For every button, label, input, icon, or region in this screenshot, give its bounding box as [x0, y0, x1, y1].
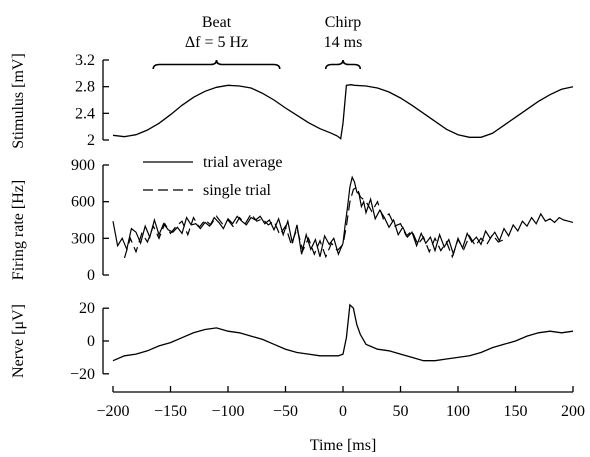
y-axis: 0 300 600 900: [71, 157, 109, 284]
annotation-sublabel: Δf = 5 Hz: [185, 34, 248, 51]
legend-label-trial-average: trial average: [203, 154, 283, 171]
x-tick-label: −50: [273, 403, 298, 420]
panel-stimulus: Beat Δf = 5 Hz Chirp 14 ms 2 2.4 2.8 3.2 Stimu…: [10, 14, 574, 149]
panel-firing-rate: 0 300 600 900 Firing rate [Hz] trial averag…: [10, 154, 574, 284]
x-tick-label: 0: [339, 403, 347, 420]
x-tick-label: 200: [561, 403, 585, 420]
x-tick-label: −150: [154, 403, 187, 420]
stimulus-ylabel: Stimulus [mV]: [10, 53, 27, 149]
y-tick-label: 0: [87, 333, 95, 350]
annotation-label: Chirp: [325, 14, 361, 31]
x-tick-label: 100: [446, 403, 470, 420]
x-axis: −200 −150 −100 −50 0 50 100 150 200: [96, 386, 585, 420]
annotation-brace: [324, 59, 362, 70]
legend: trial average single trial: [143, 154, 283, 199]
y-tick-label: 900: [71, 157, 95, 174]
x-tick-label: 150: [504, 403, 528, 420]
y-tick-label: 300: [71, 230, 95, 247]
x-tick-label: 50: [393, 403, 409, 420]
y-tick-label: 0: [87, 267, 95, 284]
annotation-label: Beat: [202, 14, 232, 31]
x-axis-title: Time [ms]: [310, 437, 377, 454]
single-trial-line: [123, 186, 505, 259]
nerve-ylabel: Nerve [μV]: [10, 304, 27, 378]
annotation-brace: [152, 59, 281, 70]
y-axis: −20 0 20: [70, 300, 109, 383]
x-tick-label: −200: [96, 403, 129, 420]
y-tick-label: 3.2: [75, 52, 95, 69]
stimulus-line: [112, 84, 574, 140]
y-axis: 2 2.4 2.8 3.2: [75, 52, 109, 149]
y-tick-label: −20: [70, 366, 95, 383]
y-tick-label: 600: [71, 194, 95, 211]
y-tick-label: 20: [79, 300, 95, 317]
x-tick-label: −100: [211, 403, 244, 420]
y-tick-label: 2.4: [75, 105, 95, 122]
firing-rate-ylabel: Firing rate [Hz]: [10, 180, 27, 280]
nerve-line: [112, 303, 574, 362]
y-tick-label: 2.8: [75, 79, 95, 96]
legend-label-single-trial: single trial: [203, 182, 272, 199]
trial-average-line: [112, 175, 574, 257]
annotation-sublabel: 14 ms: [324, 34, 363, 51]
y-tick-label: 2: [87, 132, 95, 149]
